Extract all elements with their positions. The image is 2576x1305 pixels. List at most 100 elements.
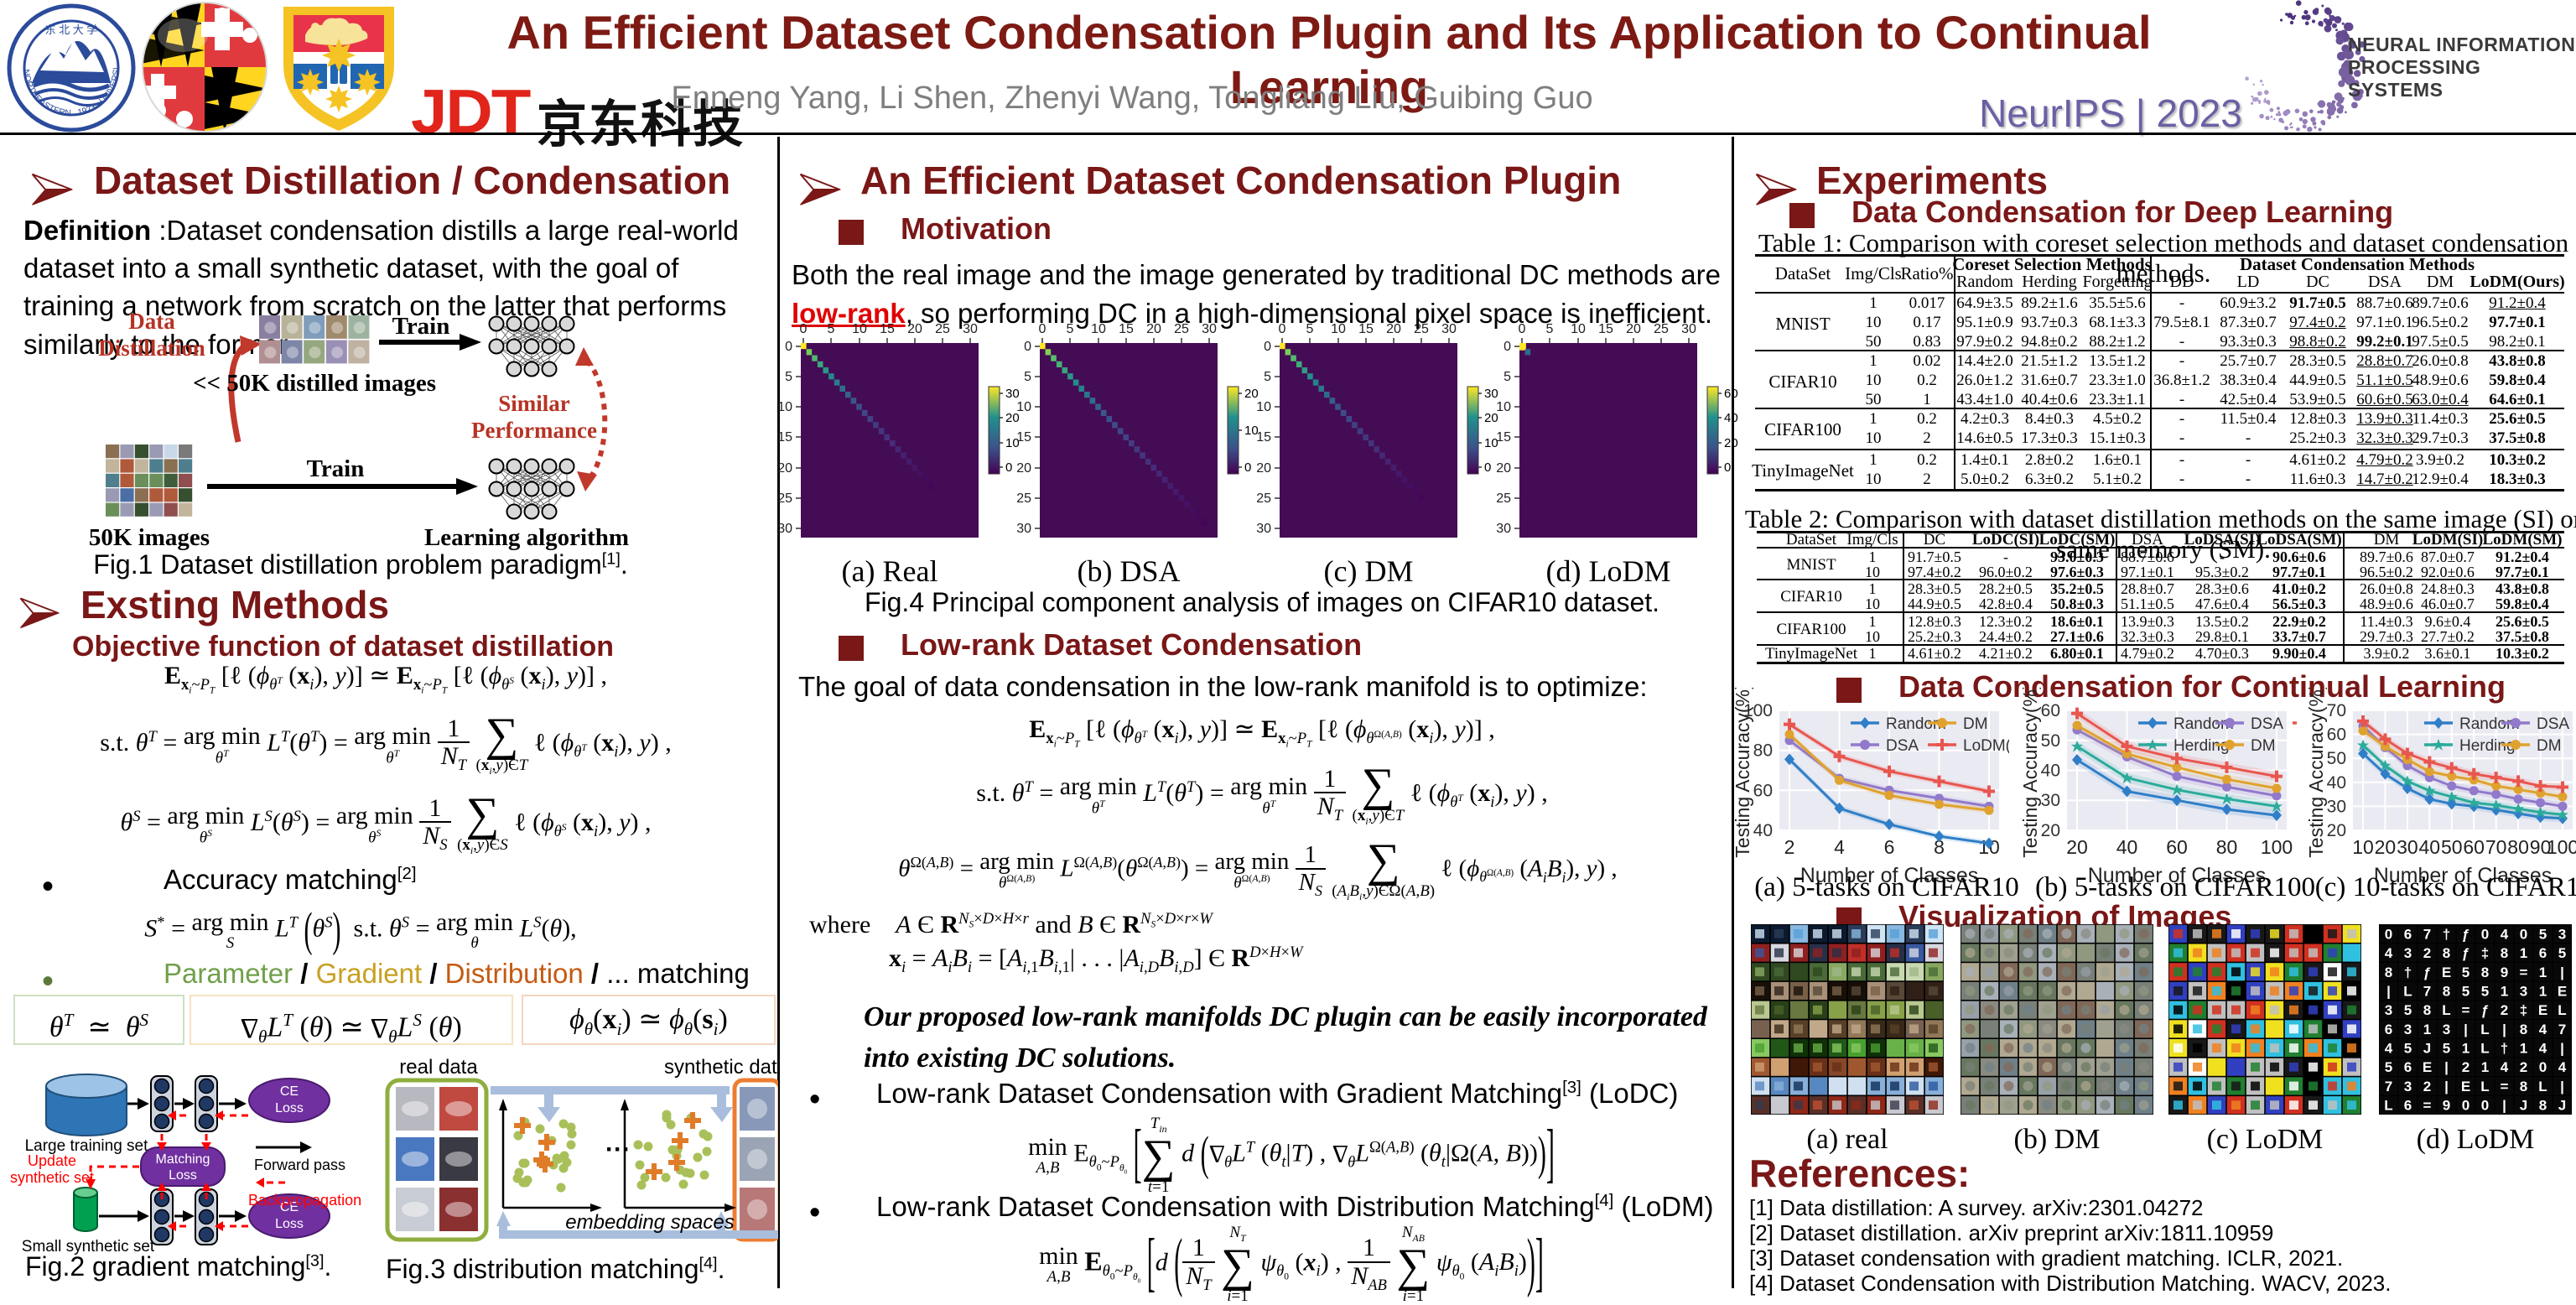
svg-text:7: 7: [2423, 926, 2431, 942]
svg-text:‡: ‡: [2481, 945, 2489, 961]
svg-text:Loss: Loss: [275, 1101, 304, 1115]
svg-text:···: ···: [605, 1136, 631, 1163]
svg-text:10: 10: [2352, 836, 2374, 858]
svg-text:E: E: [2461, 1079, 2470, 1094]
svg-text:5: 5: [828, 322, 835, 336]
svg-text:|: |: [2386, 983, 2391, 999]
svg-text:15: 15: [1016, 430, 1031, 445]
svg-text:|: |: [2560, 1079, 2564, 1094]
svg-text:2: 2: [1784, 836, 1795, 858]
svg-text:40: 40: [2419, 836, 2441, 858]
svg-text:40: 40: [1724, 411, 1738, 425]
svg-text:L: L: [2558, 1002, 2566, 1018]
svg-text:L: L: [2480, 1022, 2489, 1037]
svg-text:10: 10: [1244, 424, 1259, 438]
svg-text:0: 0: [2481, 926, 2489, 942]
svg-text:30: 30: [1016, 522, 1031, 536]
svg-text:E: E: [2538, 1002, 2547, 1018]
svg-text:50: 50: [2327, 749, 2346, 768]
svg-text:20: 20: [1146, 322, 1161, 336]
svg-text:DSA: DSA: [2537, 715, 2569, 733]
svg-text:Data: Data: [128, 309, 175, 334]
svg-text:Herding: Herding: [2174, 737, 2230, 755]
svg-text:Loss: Loss: [275, 1217, 304, 1231]
svg-text:15: 15: [1496, 430, 1511, 445]
svg-text:20: 20: [2066, 836, 2088, 858]
svg-text:20: 20: [1005, 411, 1020, 425]
svg-text:5: 5: [2404, 1002, 2412, 1018]
svg-text:DM: DM: [2251, 737, 2276, 755]
svg-text:L: L: [2480, 1079, 2489, 1094]
svg-text:60: 60: [2327, 725, 2346, 745]
svg-text:20: 20: [1016, 461, 1031, 476]
svg-text:25: 25: [1174, 322, 1189, 336]
svg-text:DM: DM: [1963, 715, 1988, 733]
svg-text:80: 80: [1753, 741, 1773, 761]
svg-text:40: 40: [2041, 762, 2060, 781]
svg-text:=: =: [2462, 1002, 2470, 1018]
svg-text:|: |: [2560, 964, 2564, 980]
svg-text:100: 100: [2547, 836, 2576, 858]
svg-text:3: 3: [2520, 983, 2527, 999]
svg-text:30: 30: [963, 322, 978, 336]
svg-text:6: 6: [2385, 1022, 2392, 1037]
svg-text:40: 40: [1753, 821, 1773, 840]
svg-text:0: 0: [2462, 1098, 2470, 1114]
svg-text:L: L: [2384, 1098, 2392, 1114]
svg-text:<< 50K distilled images: << 50K distilled images: [193, 370, 436, 397]
svg-text:Matching: Matching: [156, 1152, 210, 1167]
svg-text:5: 5: [1504, 370, 1511, 384]
svg-text:=: =: [2520, 964, 2528, 980]
svg-text:E: E: [2442, 964, 2451, 980]
svg-text:20: 20: [1484, 411, 1498, 425]
svg-text:L: L: [2403, 983, 2412, 999]
svg-text:10: 10: [1496, 400, 1511, 414]
svg-text:30: 30: [2397, 836, 2418, 858]
svg-text:8: 8: [2520, 1079, 2527, 1094]
svg-text:4: 4: [2385, 945, 2393, 961]
svg-text:|: |: [2444, 1079, 2449, 1094]
svg-text:60: 60: [2041, 701, 2060, 720]
svg-text:8: 8: [2423, 1002, 2431, 1018]
svg-text:5: 5: [1546, 322, 1554, 336]
svg-text:L: L: [2538, 1079, 2547, 1094]
svg-text:15: 15: [1598, 322, 1613, 336]
svg-text:60: 60: [1753, 781, 1773, 800]
svg-text:Testing Accuracy(%): Testing Accuracy(%): [1732, 688, 1753, 858]
svg-text:Similar: Similar: [498, 391, 570, 416]
svg-text:0: 0: [800, 322, 808, 336]
svg-text:20: 20: [1496, 461, 1511, 476]
svg-text:=: =: [2501, 1079, 2509, 1094]
svg-text:ƒ: ƒ: [2481, 1002, 2489, 1018]
svg-text:25: 25: [1016, 491, 1031, 506]
svg-text:0: 0: [2520, 926, 2527, 942]
svg-text:8: 8: [1934, 836, 1945, 858]
svg-text:5: 5: [1306, 322, 1314, 336]
svg-text:20: 20: [1626, 322, 1641, 336]
svg-text:30: 30: [1256, 522, 1271, 536]
svg-text:Train: Train: [307, 455, 365, 482]
svg-text:0: 0: [1504, 340, 1511, 354]
svg-text:0: 0: [1264, 340, 1271, 354]
svg-text:20: 20: [2375, 836, 2397, 858]
svg-text:2: 2: [2423, 945, 2431, 961]
svg-text:9: 9: [2501, 964, 2508, 980]
svg-text:20: 20: [2327, 821, 2346, 840]
svg-text:50: 50: [2441, 836, 2463, 858]
svg-text:7: 7: [2423, 983, 2431, 999]
svg-text:Testing Accuracy(%): Testing Accuracy(%): [2305, 688, 2327, 858]
svg-text:J: J: [2558, 1098, 2566, 1114]
svg-text:5: 5: [2462, 964, 2470, 980]
svg-text:|: |: [2502, 1098, 2506, 1114]
svg-text:3: 3: [2404, 1022, 2412, 1037]
svg-text:25: 25: [777, 491, 792, 506]
svg-text:Performance: Performance: [471, 418, 597, 443]
svg-text:15: 15: [1358, 322, 1374, 336]
svg-text:15: 15: [777, 430, 792, 445]
svg-text:3: 3: [2558, 926, 2566, 942]
svg-text:Backpropagation: Backpropagation: [248, 1192, 361, 1209]
svg-text:4: 4: [2385, 1041, 2393, 1057]
svg-text:100: 100: [1743, 701, 1773, 720]
svg-text:J: J: [2520, 1098, 2527, 1114]
svg-text:CE: CE: [280, 1200, 299, 1214]
